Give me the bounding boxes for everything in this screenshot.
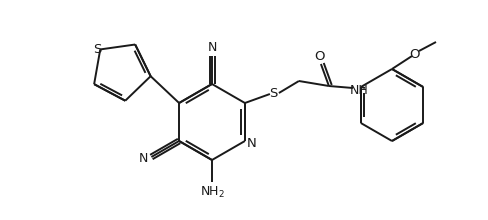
- Text: N: N: [247, 136, 257, 150]
- Text: N: N: [139, 152, 148, 165]
- Text: NH: NH: [349, 84, 368, 97]
- Text: S: S: [269, 86, 277, 99]
- Text: O: O: [410, 48, 420, 60]
- Text: NH$_2$: NH$_2$: [200, 184, 224, 200]
- Text: O: O: [315, 50, 325, 62]
- Text: S: S: [93, 43, 102, 56]
- Text: N: N: [207, 40, 217, 53]
